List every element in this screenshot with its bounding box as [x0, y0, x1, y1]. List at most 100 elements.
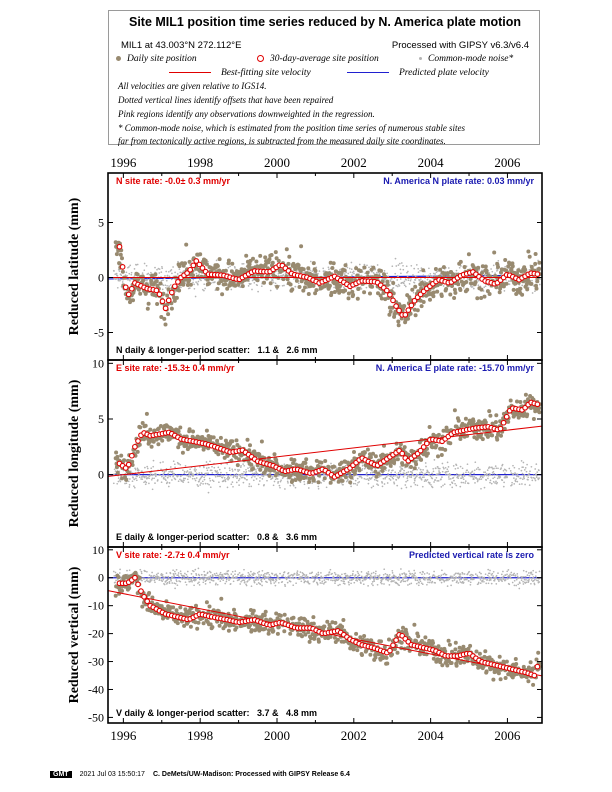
common-mode-point: [311, 270, 314, 272]
common-mode-point: [243, 470, 245, 473]
common-mode-point: [148, 577, 150, 579]
common-mode-point: [197, 567, 200, 570]
daily-position-point: [510, 264, 515, 269]
common-mode-point: [308, 582, 311, 585]
common-mode-point: [356, 484, 359, 486]
common-mode-point: [223, 577, 226, 580]
daily-position-point: [293, 267, 298, 272]
common-mode-point: [173, 582, 176, 585]
daily-position-point: [477, 419, 481, 424]
daily-position-point: [323, 459, 328, 463]
daily-position-point: [233, 283, 238, 288]
common-mode-point: [196, 577, 199, 580]
common-mode-point: [245, 584, 248, 587]
common-mode-point: [422, 474, 425, 477]
common-mode-point: [490, 482, 493, 485]
note-1: All velocities are given relative to IGS…: [118, 81, 267, 91]
common-mode-point: [272, 579, 275, 582]
common-mode-point: [408, 583, 411, 585]
common-mode-point: [528, 472, 531, 475]
common-mode-point: [165, 270, 168, 273]
daily-position-point: [216, 452, 221, 457]
common-mode-point: [231, 481, 234, 483]
common-mode-point: [424, 462, 427, 464]
common-mode-point: [425, 471, 428, 474]
common-mode-point: [269, 575, 272, 578]
common-mode-point: [174, 271, 176, 274]
common-mode-point: [504, 472, 506, 475]
common-mode-point: [325, 486, 328, 489]
daily-position-point: [114, 450, 119, 455]
common-mode-point: [209, 469, 212, 472]
daily-position-point: [385, 279, 390, 284]
common-mode-point: [496, 474, 498, 476]
common-mode-point: [497, 259, 500, 262]
common-mode-point: [292, 484, 295, 487]
daily-position-point: [268, 281, 273, 286]
common-mode-point: [459, 485, 462, 488]
common-mode-point: [140, 572, 143, 575]
common-mode-point: [525, 470, 528, 473]
common-mode-point: [419, 278, 422, 280]
common-mode-point: [410, 582, 413, 585]
common-mode-point: [462, 472, 465, 475]
common-mode-point: [183, 577, 186, 580]
daily-position-point: [464, 280, 469, 284]
daily-position-point: [516, 268, 521, 273]
daily-position-point: [433, 267, 438, 271]
daily-position-point: [204, 262, 209, 267]
common-mode-point: [454, 482, 456, 485]
common-mode-point: [457, 477, 460, 480]
common-mode-point: [527, 478, 529, 481]
common-mode-point: [253, 581, 256, 584]
common-mode-point: [269, 472, 272, 475]
common-mode-point: [433, 459, 436, 461]
common-mode-point: [371, 476, 373, 479]
common-mode-point: [309, 269, 312, 272]
common-mode-point: [343, 583, 346, 585]
common-mode-point: [257, 579, 259, 581]
common-mode-point: [451, 486, 454, 489]
common-mode-point: [148, 477, 151, 480]
common-mode-point: [352, 578, 355, 580]
common-mode-point: [399, 581, 402, 583]
common-mode-point: [382, 477, 385, 480]
common-mode-point: [356, 477, 359, 480]
daily-position-point: [408, 311, 413, 316]
common-mode-point: [175, 568, 178, 571]
common-mode-point: [419, 472, 421, 474]
common-mode-point: [399, 278, 402, 280]
daily-position-point: [120, 476, 124, 481]
daily-position-point: [251, 256, 255, 261]
common-mode-point: [373, 478, 376, 481]
common-mode-point: [184, 572, 186, 575]
avg30-point: [396, 307, 402, 314]
common-mode-point: [380, 474, 383, 477]
common-mode-point: [270, 582, 272, 585]
daily-position-point: [184, 242, 189, 247]
common-mode-point: [403, 280, 406, 283]
common-mode-point: [447, 466, 450, 468]
legend-predicted: Predicted plate velocity: [347, 68, 489, 78]
common-mode-point: [261, 475, 263, 477]
common-mode-point: [353, 581, 356, 584]
common-mode-point: [410, 485, 412, 488]
common-mode-point: [208, 477, 211, 480]
daily-position-point: [487, 409, 492, 414]
common-mode-point: [255, 478, 258, 480]
daily-position-point: [297, 266, 301, 271]
common-mode-point: [425, 465, 427, 468]
common-mode-point: [426, 275, 428, 277]
daily-position-point: [473, 280, 478, 285]
daily-position-point: [466, 252, 471, 257]
avg30-point: [408, 302, 415, 309]
common-mode-point: [441, 462, 444, 465]
daily-position-point: [136, 277, 141, 282]
common-mode-point: [117, 279, 120, 282]
daily-position-point: [483, 264, 488, 269]
common-mode-point: [209, 581, 211, 584]
daily-position-point: [141, 278, 146, 283]
daily-position-point: [379, 465, 384, 470]
daily-position-point: [453, 290, 458, 295]
common-mode-point: [351, 574, 354, 577]
